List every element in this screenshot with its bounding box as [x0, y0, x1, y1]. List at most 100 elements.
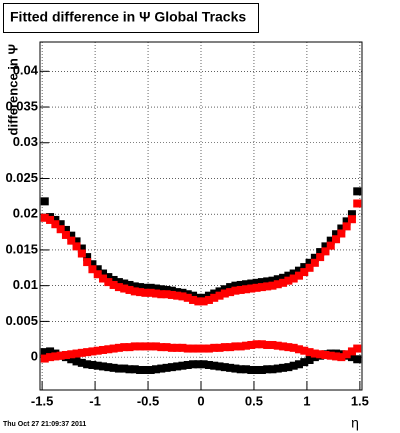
y-tick-label: 0.02 [13, 206, 38, 221]
marker [40, 348, 49, 357]
marker [316, 248, 325, 257]
chart-title: Fitted difference in Ψ Global Tracks [10, 9, 246, 25]
marker [77, 358, 86, 367]
y-tick-label: 0 [31, 349, 38, 364]
marker [120, 343, 129, 352]
marker [130, 287, 139, 296]
marker [40, 197, 49, 206]
x-tick-label: 1 [303, 393, 310, 408]
marker [321, 350, 330, 359]
marker [300, 263, 309, 272]
marker [220, 363, 229, 372]
marker [284, 343, 293, 352]
marker [183, 344, 192, 353]
marker [289, 361, 298, 370]
marker [204, 291, 213, 300]
marker [199, 360, 208, 369]
marker [305, 263, 314, 272]
marker [342, 217, 351, 226]
marker [178, 292, 187, 301]
marker [162, 363, 171, 372]
marker [347, 347, 356, 356]
marker [67, 236, 76, 245]
marker [210, 293, 219, 302]
marker [157, 364, 166, 373]
marker [284, 363, 293, 372]
marker [157, 285, 166, 294]
x-tick-label: -1.5 [31, 393, 53, 408]
marker [279, 273, 288, 282]
marker [273, 280, 282, 289]
marker [273, 275, 282, 284]
marker [157, 290, 166, 299]
marker [300, 346, 309, 355]
marker [178, 343, 187, 352]
x-tick-label: 0 [197, 393, 204, 408]
marker [353, 187, 362, 196]
marker [215, 362, 224, 371]
marker [305, 355, 314, 364]
marker [61, 225, 70, 234]
marker [226, 343, 235, 352]
marker [189, 295, 198, 304]
marker [252, 283, 261, 292]
marker [46, 215, 55, 224]
marker [321, 242, 330, 251]
marker [99, 345, 108, 354]
marker [226, 363, 235, 372]
marker [120, 364, 129, 373]
marker [231, 286, 240, 295]
marker [56, 220, 65, 229]
marker [88, 260, 97, 269]
marker [337, 229, 346, 238]
marker [220, 343, 229, 352]
marker [141, 288, 150, 297]
marker [72, 349, 81, 358]
marker [279, 342, 288, 351]
marker [83, 258, 92, 267]
marker [353, 355, 362, 364]
y-tick-label: 0.025 [5, 170, 38, 185]
marker [332, 235, 341, 244]
x-tick-label: -1 [89, 393, 101, 408]
marker [93, 265, 102, 274]
marker [326, 236, 335, 245]
marker [252, 340, 261, 349]
marker [162, 343, 171, 352]
marker [247, 279, 256, 288]
marker [151, 365, 160, 374]
marker [93, 346, 102, 355]
marker [114, 343, 123, 352]
marker [146, 283, 155, 292]
marker [99, 274, 108, 283]
marker [167, 363, 176, 372]
marker [226, 283, 235, 292]
marker [252, 365, 261, 374]
marker [220, 285, 229, 294]
marker [268, 281, 277, 290]
marker [173, 291, 182, 300]
marker [316, 350, 325, 359]
marker [46, 347, 55, 356]
marker [189, 344, 198, 353]
marker [130, 342, 139, 351]
marker [173, 362, 182, 371]
marker [210, 289, 219, 298]
marker [167, 343, 176, 352]
marker [173, 343, 182, 352]
marker [204, 344, 213, 353]
marker [183, 360, 192, 369]
marker [226, 288, 235, 297]
marker [247, 284, 256, 293]
marker [247, 365, 256, 374]
marker [257, 283, 266, 292]
marker [146, 342, 155, 351]
marker [40, 213, 49, 222]
marker [220, 289, 229, 298]
marker [141, 342, 150, 351]
marker [236, 342, 245, 351]
marker [167, 290, 176, 299]
marker [231, 364, 240, 373]
marker [215, 343, 224, 352]
